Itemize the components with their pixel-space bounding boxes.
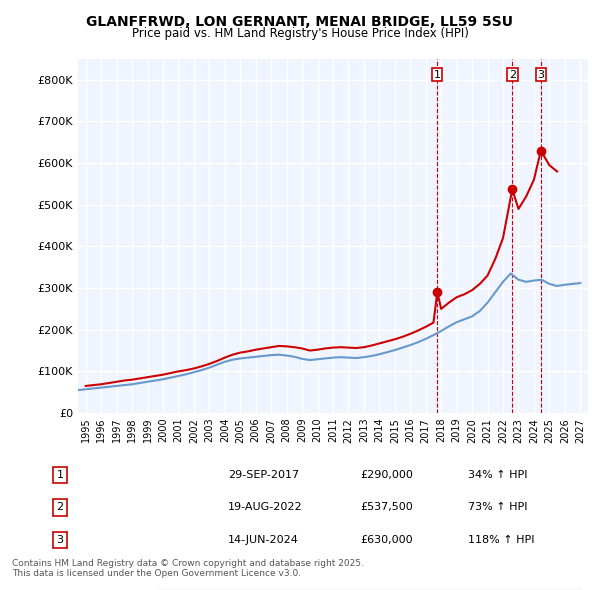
Text: 3: 3: [56, 535, 64, 545]
Text: Contains HM Land Registry data © Crown copyright and database right 2025.
This d: Contains HM Land Registry data © Crown c…: [12, 559, 364, 578]
Text: GLANFFRWD, LON GERNANT, MENAI BRIDGE, LL59 5SU: GLANFFRWD, LON GERNANT, MENAI BRIDGE, LL…: [86, 15, 514, 29]
Text: £630,000: £630,000: [360, 535, 413, 545]
Text: 3: 3: [538, 70, 544, 80]
Text: 19-AUG-2022: 19-AUG-2022: [228, 503, 302, 512]
Text: £537,500: £537,500: [360, 503, 413, 512]
Text: 2: 2: [509, 70, 516, 80]
Text: 29-SEP-2017: 29-SEP-2017: [228, 470, 299, 480]
Text: 34% ↑ HPI: 34% ↑ HPI: [468, 470, 527, 480]
Text: 14-JUN-2024: 14-JUN-2024: [228, 535, 299, 545]
Text: £290,000: £290,000: [360, 470, 413, 480]
Text: 1: 1: [434, 70, 441, 80]
Text: 73% ↑ HPI: 73% ↑ HPI: [468, 503, 527, 512]
Text: 2: 2: [56, 503, 64, 512]
Text: 1: 1: [56, 470, 64, 480]
Text: 118% ↑ HPI: 118% ↑ HPI: [468, 535, 535, 545]
Text: Price paid vs. HM Land Registry's House Price Index (HPI): Price paid vs. HM Land Registry's House …: [131, 27, 469, 40]
